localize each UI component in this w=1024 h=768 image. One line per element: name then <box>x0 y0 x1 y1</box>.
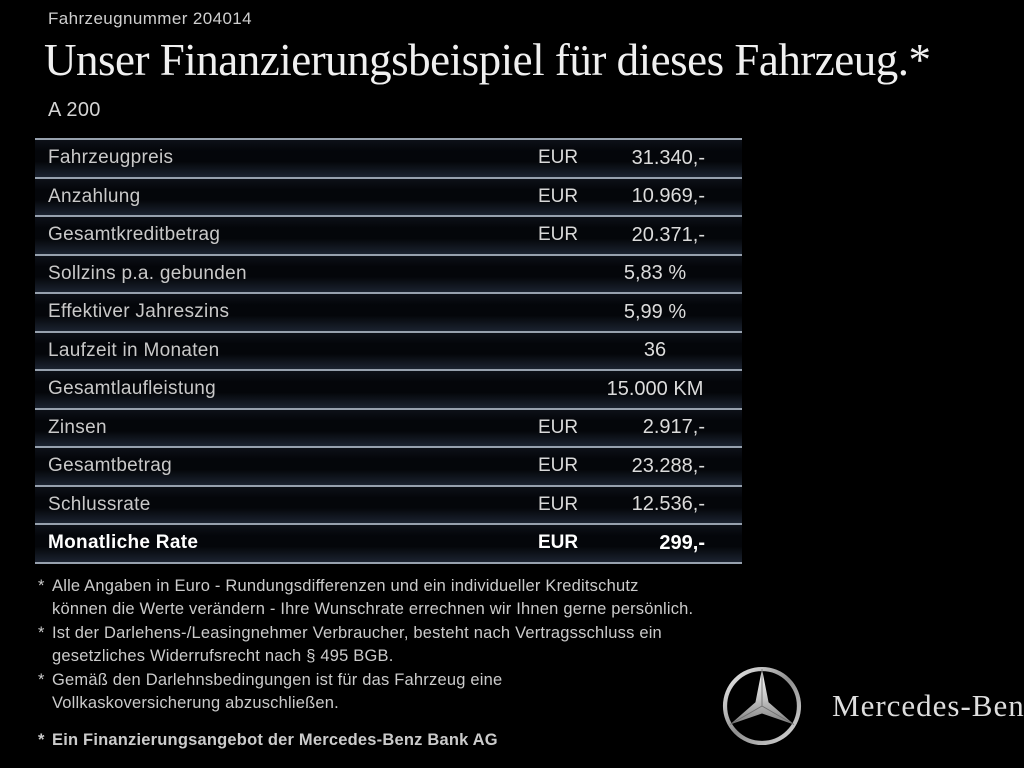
mercedes-star-icon <box>722 666 802 746</box>
footnote: * Ein Finanzierungsangebot der Mercedes-… <box>38 729 753 752</box>
row-currency: EUR <box>538 185 579 207</box>
row-label: Laufzeit in Monaten <box>48 339 220 361</box>
row-value: 5,83 % <box>623 262 687 285</box>
row-label: Anzahlung <box>48 185 141 207</box>
footnote-marker: * <box>38 731 45 749</box>
footnote-marker: * <box>38 624 45 642</box>
table-row: Schlussrate EUR 12.536,- <box>35 486 742 525</box>
table-row: Zinsen EUR 2.917,- <box>35 409 742 448</box>
table-row: Sollzins p.a. gebunden 5,83 % <box>35 255 742 294</box>
footnote-text: Alle Angaben in Euro - Rundungsdifferenz… <box>52 577 694 618</box>
row-label: Gesamtlaufleistung <box>48 378 217 400</box>
table-row: Laufzeit in Monaten 36 <box>35 332 742 371</box>
row-value: 299,- <box>659 531 705 554</box>
row-value: 12.536,- <box>631 493 705 516</box>
footnote-text: Ein Finanzierungsangebot der Mercedes-Be… <box>52 731 498 749</box>
footnote-text: Ist der Darlehens-/Leasingnehmer Verbrau… <box>52 624 662 665</box>
table-row: Effektiver Jahreszins 5,99 % <box>35 294 742 333</box>
row-currency: EUR <box>538 532 579 554</box>
row-label: Sollzins p.a. gebunden <box>48 262 247 284</box>
row-label: Schlussrate <box>48 493 151 515</box>
footnote-marker: * <box>38 577 45 595</box>
row-currency: EUR <box>538 416 579 438</box>
row-label: Fahrzeugpreis <box>48 147 174 169</box>
footnote: * Ist der Darlehens-/Leasingnehmer Verbr… <box>38 622 753 668</box>
table-row: Monatliche Rate EUR 299,- <box>35 525 742 564</box>
footnotes: * Alle Angaben in Euro - Rundungsdiffere… <box>38 575 753 753</box>
row-value: 15.000 KM <box>606 377 704 400</box>
row-value: 31.340,- <box>631 146 705 169</box>
row-label: Monatliche Rate <box>48 532 199 554</box>
row-currency: EUR <box>538 493 579 515</box>
row-label: Gesamtbetrag <box>48 455 172 477</box>
finance-table: Fahrzeugpreis EUR 31.340,- Anzahlung EUR… <box>35 138 742 564</box>
table-row: Fahrzeugpreis EUR 31.340,- <box>35 140 742 179</box>
row-label: Effektiver Jahreszins <box>48 301 230 323</box>
row-currency: EUR <box>538 224 579 246</box>
vehicle-number: Fahrzeugnummer 204014 <box>48 9 253 28</box>
row-currency: EUR <box>538 147 579 169</box>
brand-wordmark: Mercedes-Benz <box>832 688 1024 723</box>
row-currency: EUR <box>538 455 579 477</box>
table-row: Anzahlung EUR 10.969,- <box>35 178 742 217</box>
row-value: 36 <box>643 339 667 362</box>
footnote-marker: * <box>38 671 45 689</box>
brand-area: Mercedes-Benz <box>720 664 1024 748</box>
table-row: Gesamtbetrag EUR 23.288,- <box>35 448 742 487</box>
row-value: 23.288,- <box>631 454 705 477</box>
table-row: Gesamtkreditbetrag EUR 20.371,- <box>35 217 742 256</box>
row-value: 2.917,- <box>642 416 705 439</box>
row-value: 20.371,- <box>631 223 705 246</box>
vehicle-model: A 200 <box>48 99 101 121</box>
page-title: Unser Finanzierungsbeispiel für dieses F… <box>44 35 931 85</box>
row-value: 10.969,- <box>631 185 705 208</box>
footnote-text: Gemäß den Darlehnsbedingungen ist für da… <box>52 671 503 712</box>
row-value: 5,99 % <box>623 300 687 323</box>
footnote: * Gemäß den Darlehnsbedingungen ist für … <box>38 669 753 715</box>
table-row: Gesamtlaufleistung 15.000 KM <box>35 371 742 410</box>
row-label: Zinsen <box>48 416 107 438</box>
row-label: Gesamtkreditbetrag <box>48 224 221 246</box>
footnote: * Alle Angaben in Euro - Rundungsdiffere… <box>38 575 753 621</box>
